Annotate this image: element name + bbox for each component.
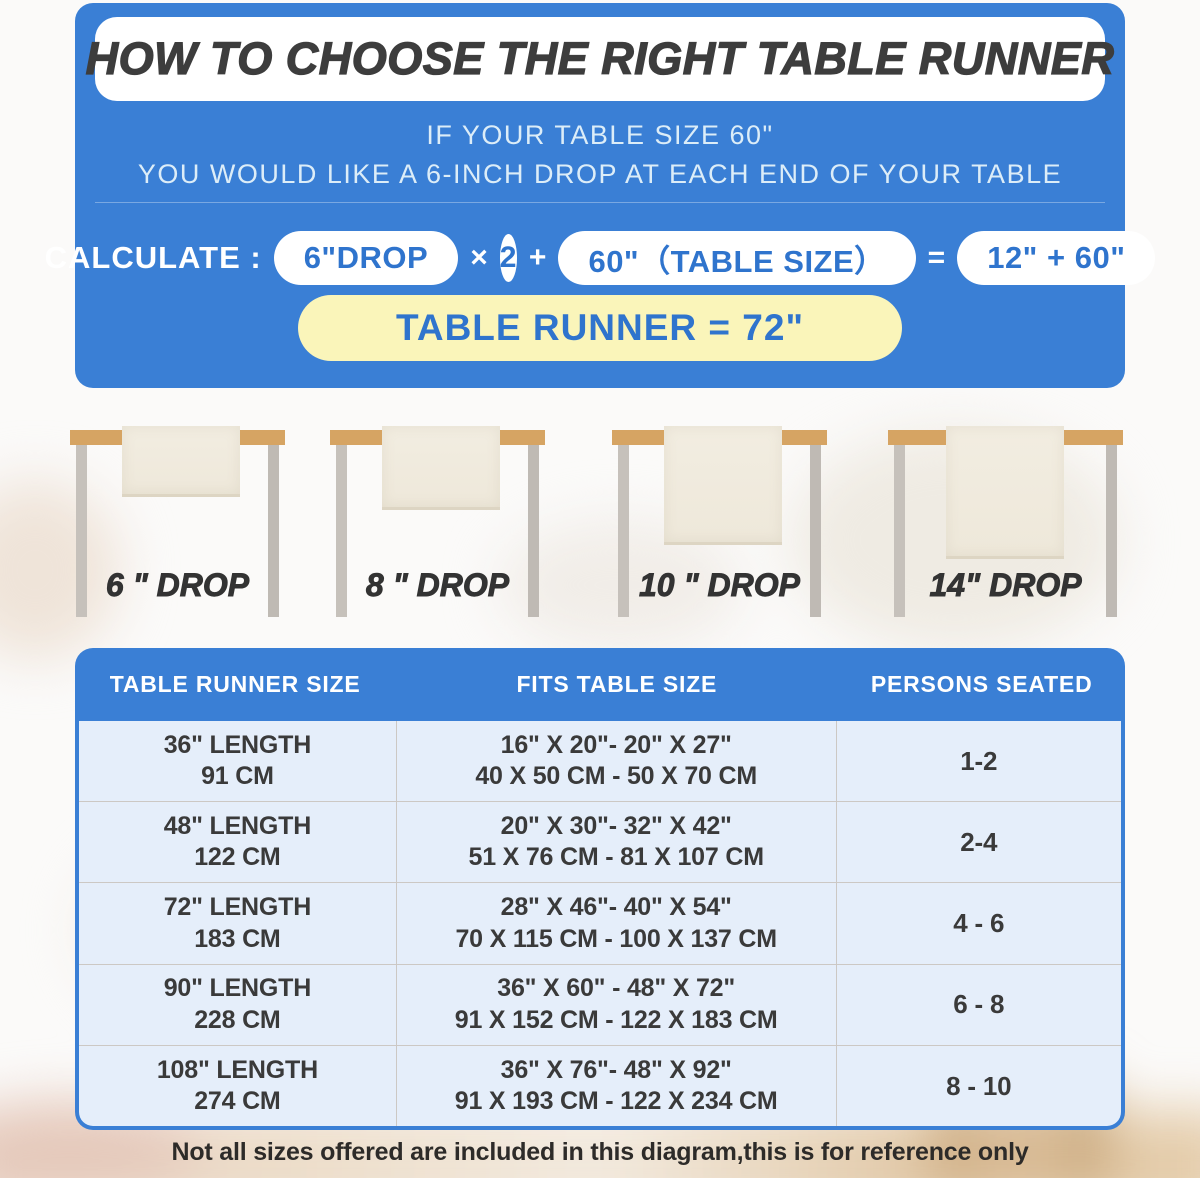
drop-label: 8 " DROP — [365, 567, 510, 604]
fits-inches: 20" X 30"- 32" X 42" — [500, 812, 732, 841]
persons-count: 6 - 8 — [953, 989, 1005, 1020]
size-cm: 183 CM — [194, 924, 281, 953]
table-leg — [336, 445, 347, 617]
title-box: HOW TO CHOOSE THE RIGHT TABLE RUNNER — [85, 17, 1115, 101]
fits-cm: 91 X 152 CM - 122 X 183 CM — [454, 1005, 778, 1034]
fits-inches: 36" X 60" - 48" X 72" — [497, 974, 736, 1003]
table-leg — [810, 445, 821, 617]
table-figure-14-drop: 14" DROP — [888, 425, 1123, 625]
persons-cell: 1-2 — [837, 721, 1121, 801]
persons-cell: 6 - 8 — [837, 965, 1121, 1045]
persons-count: 4 - 6 — [953, 908, 1005, 939]
persons-cell: 2-4 — [837, 802, 1121, 882]
runner-size-cell: 72" LENGTH 183 CM — [79, 883, 397, 964]
sum-pill: 12" + 60" — [957, 231, 1156, 285]
table-leg — [1106, 445, 1117, 617]
table-figure-10-drop: 10 " DROP — [612, 425, 827, 625]
fits-size-cell: 16" X 20"- 20" X 27" 40 X 50 CM - 50 X 7… — [397, 721, 837, 802]
table-leg — [894, 445, 905, 617]
size-chart-table: TABLE RUNNER SIZE FITS TABLE SIZE PERSON… — [75, 648, 1125, 1130]
subtitle-line-2: YOU WOULD LIKE A 6-INCH DROP AT EACH END… — [137, 159, 1063, 189]
table-runner-cloth — [946, 426, 1064, 559]
table-row: 48" LENGTH 122 CM 20" X 30"- 32" X 42" 5… — [79, 802, 1121, 884]
footer-disclaimer: Not all sizes offered are included in th… — [171, 1138, 1029, 1166]
table-leg — [76, 445, 87, 617]
table-row: 108" LENGTH 274 CM 36" X 76"- 48" X 92" … — [79, 1045, 1121, 1126]
plus-sign: + — [528, 241, 547, 274]
result-pill: TABLE RUNNER = 72" — [298, 295, 902, 361]
multiplier-circle: 2 — [499, 234, 517, 282]
size-inches: 48" LENGTH — [163, 812, 312, 841]
page-title: HOW TO CHOOSE THE RIGHT TABLE RUNNER — [85, 32, 1115, 84]
equals-sign: = — [927, 241, 946, 274]
size-cm: 274 CM — [194, 1086, 281, 1115]
size-cm: 228 CM — [194, 1005, 281, 1034]
drop-label: 14" DROP — [929, 567, 1082, 604]
size-chart-header: TABLE RUNNER SIZE FITS TABLE SIZE PERSON… — [75, 648, 1125, 721]
table-row: 90" LENGTH 228 CM 36" X 60" - 48" X 72" … — [79, 964, 1121, 1046]
fits-inches: 28" X 46"- 40" X 54" — [500, 893, 732, 922]
table-runner-cloth — [122, 426, 240, 497]
runner-size-cell: 108" LENGTH 274 CM — [79, 1045, 397, 1126]
drop-pill: 6"DROP — [273, 231, 459, 285]
size-inches: 108" LENGTH — [156, 1055, 318, 1084]
size-inches: 72" LENGTH — [163, 893, 312, 922]
calculate-label: CALCULATE : — [44, 240, 262, 275]
table-runner-cloth — [664, 426, 782, 545]
table-runner-cloth — [382, 426, 500, 510]
size-inches: 36" LENGTH — [163, 730, 312, 759]
fits-size-cell: 28" X 46"- 40" X 54" 70 X 115 CM - 100 X… — [397, 883, 837, 964]
table-leg — [268, 445, 279, 617]
table-row: 36" LENGTH 91 CM 16" X 20"- 20" X 27" 40… — [79, 721, 1121, 803]
persons-count: 2-4 — [960, 827, 998, 858]
fits-inches: 36" X 76"- 48" X 92" — [500, 1055, 732, 1084]
runner-size-cell: 90" LENGTH 228 CM — [79, 964, 397, 1045]
fits-cm: 51 X 76 CM - 81 X 107 CM — [468, 843, 764, 872]
fits-size-cell: 36" X 76"- 48" X 92" 91 X 193 CM - 122 X… — [397, 1045, 837, 1126]
table-figure-6-drop: 6 " DROP — [70, 425, 285, 625]
runner-size-cell: 36" LENGTH 91 CM — [79, 721, 397, 802]
size-cm: 91 CM — [201, 762, 274, 791]
header-persons-seated: PERSONS SEATED — [870, 671, 1093, 697]
persons-cell: 8 - 10 — [837, 1046, 1121, 1126]
size-inches: 90" LENGTH — [163, 974, 312, 1003]
multiply-sign: × — [470, 241, 488, 274]
size-chart-body: 36" LENGTH 91 CM 16" X 20"- 20" X 27" 40… — [79, 721, 1121, 1126]
fits-cm: 40 X 50 CM - 50 X 70 CM — [475, 762, 757, 791]
fits-cm: 70 X 115 CM - 100 X 137 CM — [455, 924, 777, 953]
persons-cell: 4 - 6 — [837, 883, 1121, 963]
persons-count: 1-2 — [960, 745, 998, 776]
fits-inches: 16" X 20"- 20" X 27" — [500, 730, 732, 759]
calculation-row: CALCULATE : 6"DROP × 2 + 60"（TABLE SIZE）… — [45, 231, 1156, 285]
table-figure-8-drop: 8 " DROP — [330, 425, 545, 625]
runner-size-cell: 48" LENGTH 122 CM — [79, 802, 397, 883]
table-leg — [618, 445, 629, 617]
table-row: 72" LENGTH 183 CM 28" X 46"- 40" X 54" 7… — [79, 883, 1121, 965]
header-fits-table-size: FITS TABLE SIZE — [516, 671, 718, 697]
result-text: TABLE RUNNER = 72" — [396, 307, 804, 348]
drop-label: 6 " DROP — [105, 567, 250, 604]
table-size-pill: 60"（TABLE SIZE） — [558, 231, 916, 285]
divider-line — [95, 202, 1105, 203]
subtitle-line-1: IF YOUR TABLE SIZE 60" — [426, 120, 774, 150]
fits-size-cell: 20" X 30"- 32" X 42" 51 X 76 CM - 81 X 1… — [397, 802, 837, 883]
table-leg — [528, 445, 539, 617]
drop-label: 10 " DROP — [639, 567, 801, 604]
fits-size-cell: 36" X 60" - 48" X 72" 91 X 152 CM - 122 … — [397, 964, 837, 1045]
fits-cm: 91 X 193 CM - 122 X 234 CM — [454, 1086, 778, 1115]
header-runner-size: TABLE RUNNER SIZE — [109, 671, 361, 697]
size-cm: 122 CM — [194, 843, 281, 872]
header-banner: HOW TO CHOOSE THE RIGHT TABLE RUNNER IF … — [45, 3, 1156, 388]
persons-count: 8 - 10 — [946, 1070, 1012, 1101]
